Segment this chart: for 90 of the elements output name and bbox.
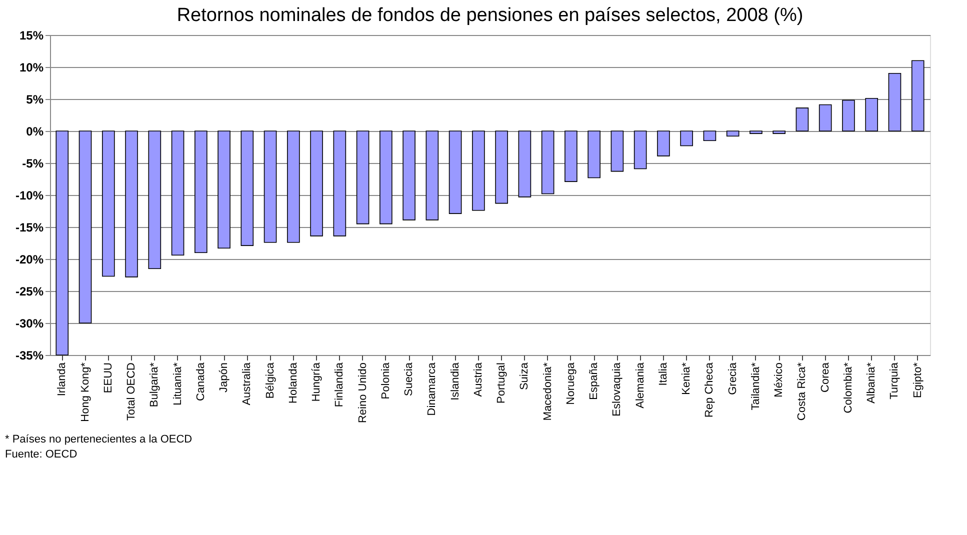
bar	[402, 130, 416, 220]
x-tick-label: Italia	[657, 362, 670, 386]
bar	[610, 130, 624, 172]
x-tick-label: Suecia	[403, 362, 416, 396]
x-tick-label: Dinamarca	[426, 362, 438, 416]
x-tick-label: EEUU	[102, 362, 114, 394]
y-tick-label: -20%	[15, 252, 44, 266]
bar	[842, 100, 855, 132]
x-tick-label: Polonia	[380, 362, 392, 400]
y-tick-label: -25%	[15, 284, 44, 298]
bar	[426, 130, 439, 220]
x-tick-label: Rep Checa	[704, 362, 716, 418]
bar	[772, 130, 786, 134]
bar	[194, 130, 208, 253]
x-tick-label: Noruega	[564, 362, 577, 405]
bar	[541, 130, 554, 194]
x-tick-label: Tailandia*	[750, 362, 762, 410]
x-tick-label: Kenia*	[680, 362, 693, 395]
x-tick-label: Turquia	[888, 362, 901, 400]
bar	[380, 130, 392, 224]
bar	[125, 130, 138, 278]
bar	[865, 98, 878, 132]
y-tick-label: -15%	[15, 220, 44, 234]
bar	[495, 130, 508, 204]
bar	[333, 130, 346, 236]
chart-title: Retornos nominales de fondos de pensiones en países selectos, 2008 (%)	[176, 5, 804, 26]
bar	[310, 130, 323, 236]
bar	[356, 130, 370, 224]
x-tick-label: Australia	[241, 362, 254, 406]
source-note: Fuente: OECD	[5, 448, 78, 460]
y-tick-label: -10%	[15, 188, 44, 202]
x-tick-label: Islandia	[449, 362, 462, 400]
x-tick-label: Bulgaria*	[148, 362, 161, 408]
bar	[564, 130, 578, 182]
bar	[56, 130, 69, 356]
bar	[102, 130, 115, 277]
bar	[750, 130, 762, 134]
x-tick-label: Eslovaquia	[611, 362, 624, 416]
x-tick-label: Colombia*	[842, 362, 854, 414]
x-tick-label: Total OECD	[126, 362, 138, 421]
x-tick-label: Irlanda	[56, 362, 68, 396]
bar	[218, 130, 230, 249]
x-tick-label: Finlandia	[334, 362, 346, 408]
x-tick-label: Bélgica	[264, 362, 276, 399]
bar	[818, 104, 832, 132]
bar	[240, 130, 254, 246]
bar	[726, 130, 740, 137]
x-tick-label: Macedonia*	[542, 362, 554, 421]
bar	[472, 130, 485, 211]
bar	[171, 130, 184, 256]
bar	[148, 130, 162, 269]
x-tick-label: Hungría	[310, 362, 323, 402]
x-tick-label: Hong Kong*	[79, 362, 92, 422]
x-tick-label: Canada	[194, 362, 207, 402]
bar	[264, 130, 277, 243]
text: * Países no pertenecientes a la OECD	[5, 434, 192, 446]
x-tick-label: Holanda	[287, 362, 300, 404]
x-tick-label: Austria	[472, 362, 484, 397]
bar	[287, 130, 300, 243]
bar	[657, 130, 670, 156]
bar	[448, 130, 462, 214]
y-tick-label: -35%	[15, 348, 44, 362]
bar	[911, 60, 924, 132]
x-tick-label: Japón	[218, 362, 230, 392]
x-tick-label: Reino Unido	[356, 362, 369, 424]
bar	[78, 130, 92, 324]
x-tick-label: México	[773, 362, 786, 398]
x-tick-label: Portugal	[496, 362, 508, 404]
bar	[518, 130, 532, 198]
x-tick-label: Costa Rica*	[796, 362, 808, 421]
x-tick-label: Lituania*	[172, 362, 184, 406]
y-tick-label: -30%	[15, 316, 44, 330]
x-tick-label: España	[588, 362, 600, 400]
x-tick-label: Suiza	[518, 362, 531, 390]
bar	[634, 130, 647, 170]
y-tick-label: 10%	[19, 60, 44, 74]
x-tick-label: Grecia	[726, 362, 739, 395]
y-tick-label: 0%	[26, 124, 44, 138]
y-tick-label: -5%	[22, 156, 44, 170]
x-tick-label: Albania*	[866, 362, 878, 404]
y-tick-label: 5%	[26, 92, 44, 106]
bar	[703, 130, 716, 141]
x-tick-label: Egipto*	[912, 362, 924, 398]
x-tick-label: Alemania	[634, 362, 646, 408]
bar	[680, 130, 693, 146]
x-tick-label: Corea	[819, 362, 832, 392]
bar	[796, 108, 809, 132]
bar	[588, 130, 600, 178]
y-tick-label: 15%	[19, 28, 44, 42]
bar	[888, 73, 902, 132]
